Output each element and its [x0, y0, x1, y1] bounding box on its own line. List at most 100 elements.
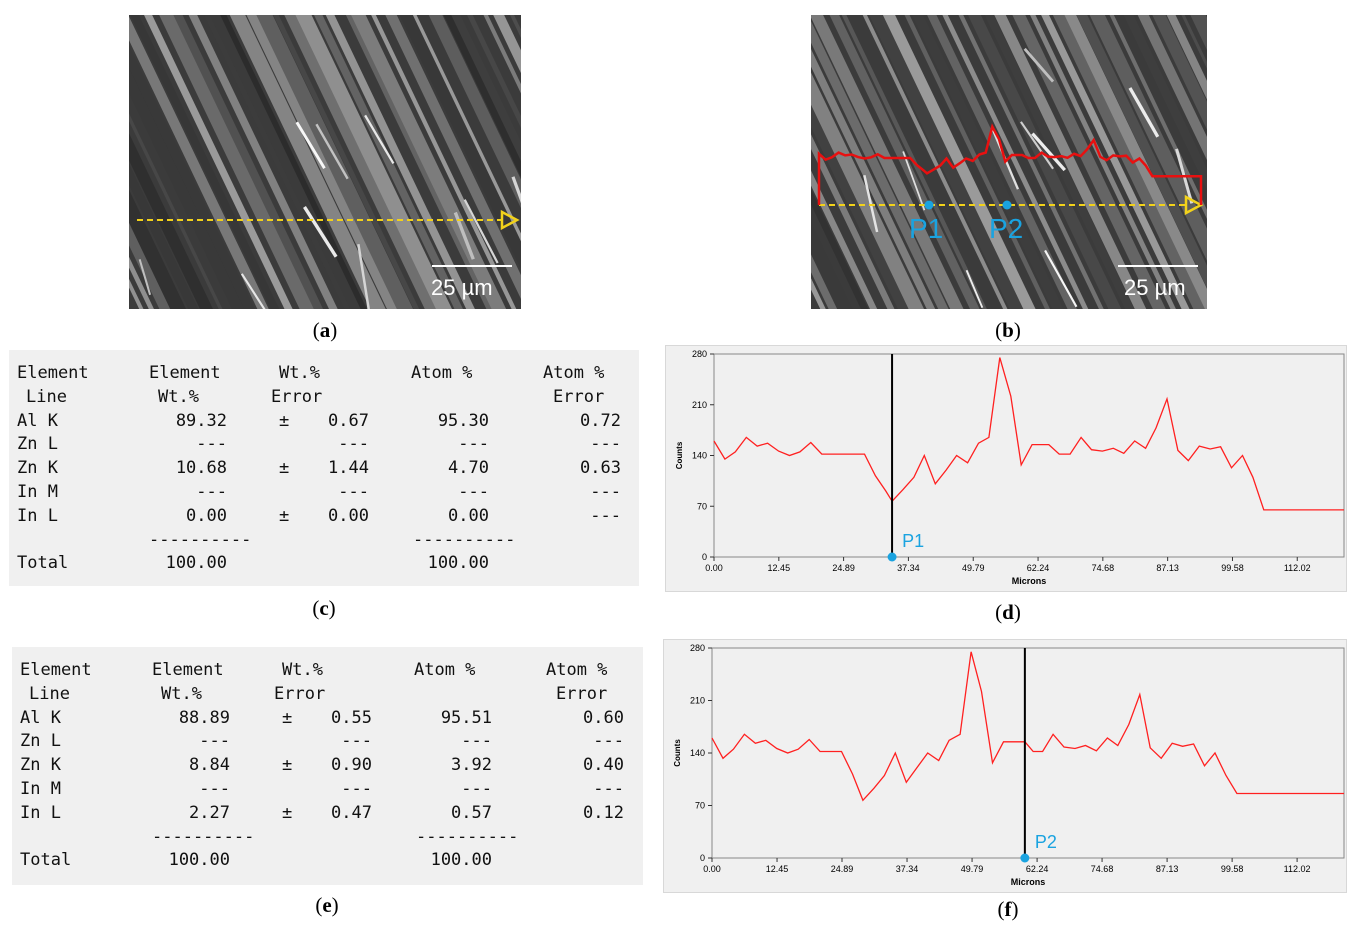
line-profile-chart-f: 0 70 140 210 280 0.00 12.45 24.89 37.34 49.79 62.2… — [663, 639, 1347, 893]
table-cell-atom-error: 0.12 — [583, 802, 624, 823]
table-cell-wt: --- — [199, 779, 230, 799]
table-total-atom: 100.00 — [430, 850, 492, 871]
x-tick-label: 12.45 — [766, 864, 789, 874]
position-marker-dot — [887, 552, 897, 562]
counts-series-line — [711, 651, 1344, 802]
sem-texture-streak — [811, 15, 964, 309]
sem-texture-streak — [129, 45, 255, 309]
sem-texture-highlight — [303, 206, 338, 258]
sem-image-b-graphic — [811, 15, 1207, 309]
sem-texture-streak — [256, 15, 414, 309]
plot-area — [713, 353, 1345, 558]
table-cell-wt-error: --- — [341, 779, 372, 799]
table-separator: ---------- — [416, 826, 519, 847]
point-p2-marker — [1002, 200, 1012, 210]
sem-texture-streak — [811, 49, 936, 309]
table-header: Element — [20, 660, 92, 680]
sem-texture-streak — [1123, 15, 1207, 190]
x-axis-label: Microns — [1011, 877, 1046, 887]
sem-texture-streak — [862, 15, 1008, 309]
table-total-wt: 100.00 — [165, 553, 227, 574]
table-header: Wt.% — [158, 386, 199, 407]
table-cell-wt: --- — [196, 482, 227, 502]
y-tick-label: 70 — [697, 501, 707, 511]
y-tick-label: 70 — [695, 801, 705, 811]
caption-e: (e) — [315, 893, 339, 917]
table-cell-wt: 88.89 — [178, 707, 230, 728]
caption-c: (c) — [312, 596, 336, 620]
plot-area — [711, 647, 1345, 859]
sem-texture-streak — [129, 133, 213, 309]
y-tick-label: 140 — [692, 451, 707, 461]
scale-bar-label: 25 µm — [1124, 275, 1186, 300]
table-cell-atom: 95.30 — [437, 410, 489, 431]
table-cell-wt-error: 1.44 — [328, 458, 369, 479]
table-cell-wt: 10.68 — [175, 458, 227, 479]
table-cell-atom: --- — [458, 434, 489, 455]
scale-bar-label: 25 µm — [431, 275, 493, 300]
x-tick-label: 12.45 — [768, 563, 791, 573]
table-cell-atom: --- — [461, 779, 492, 799]
table-cell-wt-error: 0.55 — [331, 707, 372, 728]
sem-texture-streak — [159, 15, 315, 309]
sem-texture-streak — [811, 222, 853, 309]
table-total-label: Total — [17, 553, 69, 574]
table-cell-pm: ± — [282, 707, 293, 728]
y-axis-label: Counts — [675, 441, 684, 469]
table-cell-wt: 2.27 — [189, 802, 230, 823]
x-tick-label: 24.89 — [832, 563, 855, 573]
sem-image-a: 25 µm — [129, 15, 521, 309]
table-cell-wt: --- — [196, 434, 227, 455]
line-profile-chart-d: 0 70 140 210 280 0.00 12.45 24.89 37.34 49.79 62.2… — [665, 345, 1347, 592]
table-total-wt: 100.00 — [168, 850, 230, 871]
sem-texture-streak — [129, 256, 154, 309]
sem-texture-streak — [129, 163, 199, 309]
table-separator: ---------- — [413, 529, 516, 550]
table-cell-wt-error: --- — [338, 434, 369, 455]
sem-texture-streak — [443, 15, 521, 178]
table-row-element: In L — [17, 505, 58, 526]
table-cell-pm: ± — [279, 458, 290, 479]
sem-texture-streak — [811, 21, 949, 309]
x-tick-label: 49.79 — [961, 864, 984, 874]
table-cell-pm: ± — [279, 410, 290, 431]
table-header: Error — [553, 386, 605, 407]
sem-texture-streak — [129, 16, 269, 309]
table-row-element: Zn K — [17, 458, 58, 479]
sem-texture-streak — [144, 15, 293, 309]
sem-texture-streak — [229, 15, 386, 309]
sem-texture-streak — [130, 15, 280, 309]
table-header: Wt.% — [161, 683, 202, 704]
sem-texture-highlight — [295, 121, 326, 170]
table-cell-atom: --- — [458, 482, 489, 502]
table-cell-wt: 0.00 — [186, 505, 227, 526]
line-scan-arrow-icon — [1184, 194, 1204, 216]
sem-texture-highlight — [902, 151, 926, 211]
x-tick-label: 62.24 — [1026, 864, 1049, 874]
sem-texture-highlight — [1023, 47, 1055, 83]
sem-texture-streak — [1137, 15, 1207, 161]
sem-texture-streak — [829, 15, 980, 309]
sem-texture-highlight — [315, 123, 349, 180]
table-row-element: Al K — [20, 707, 61, 728]
sem-texture-streak — [1076, 15, 1207, 289]
table-cell-atom-error: 0.72 — [580, 410, 621, 431]
sem-texture-highlight — [364, 114, 395, 165]
table-row-element: Zn L — [17, 434, 58, 455]
sem-image-b: P1 P2 25 µm — [811, 15, 1207, 309]
sem-texture-streak — [188, 15, 338, 309]
x-tick-label: 37.34 — [897, 563, 920, 573]
y-tick-label: 280 — [692, 349, 707, 359]
x-tick-label: 74.68 — [1092, 563, 1115, 573]
x-tick-label: 112.02 — [1284, 864, 1311, 874]
line-scan-arrow-icon — [500, 209, 520, 231]
x-tick-label: 74.68 — [1091, 864, 1114, 874]
x-tick-label: 62.24 — [1027, 563, 1050, 573]
sem-texture-streak — [273, 15, 420, 309]
x-tick-label: 49.79 — [962, 563, 985, 573]
table-cell-wt: 8.84 — [189, 755, 230, 776]
table-cell-atom-error: --- — [593, 731, 624, 752]
sem-texture-highlight — [511, 176, 521, 204]
table-header: Error — [556, 683, 608, 704]
table-header: Atom % — [411, 363, 473, 383]
